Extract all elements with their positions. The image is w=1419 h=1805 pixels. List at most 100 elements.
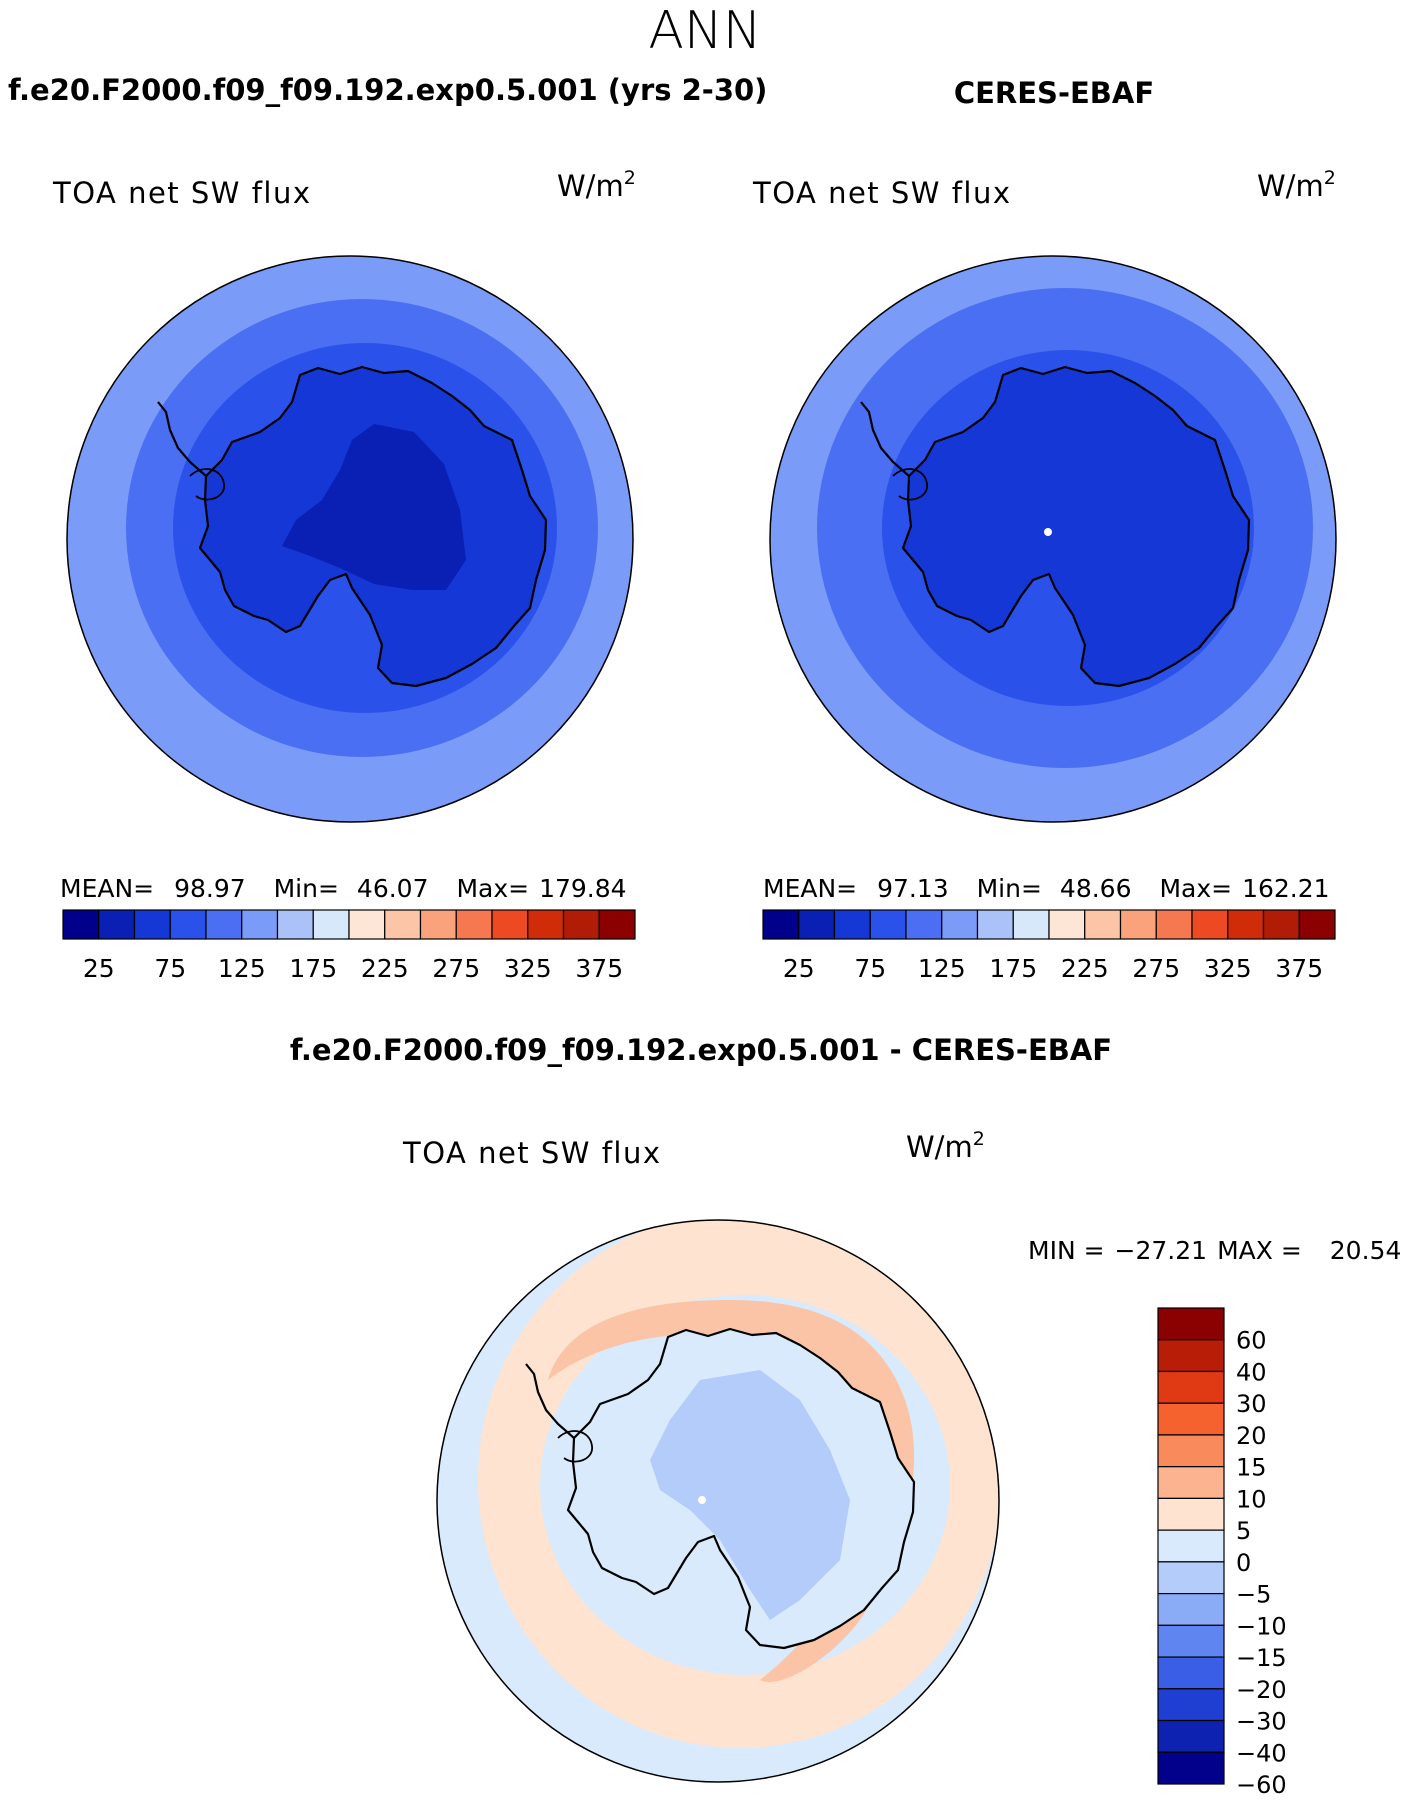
panel-c-max: 20.54 xyxy=(1330,1236,1402,1265)
panel-b-colorbar-tick-2: 125 xyxy=(918,954,966,983)
panel-b-stats: MEAN= 97.13 Min= 48.66 Max= 162.21 xyxy=(763,874,1330,903)
panel-a-colorbar: 25 75 125 175 225 275 325 375 xyxy=(62,909,636,983)
panel-b-colorbar-tick-7: 375 xyxy=(1275,954,1323,983)
panel-c-map xyxy=(437,1220,999,1782)
panel-b-units-exp: 2 xyxy=(1324,167,1336,189)
panel-c-colorbar-swatch-0 xyxy=(1157,1307,1225,1341)
panel-a-units-exp: 2 xyxy=(624,167,636,189)
panel-c-pos-ring xyxy=(548,1300,915,1682)
panel-b-colorbar-swatch-10 xyxy=(1119,909,1157,940)
panel-a-colorbar-swatch-7 xyxy=(312,909,350,940)
panel-b: TOA net SW flux W/m2 MEAN= 97.13 Min= 48.… xyxy=(752,167,1337,983)
panel-c-variable: TOA net SW flux xyxy=(402,1136,662,1170)
panel-a-ice-shelf xyxy=(189,468,225,501)
panel-c-colorbar-swatch-1 xyxy=(1157,1339,1225,1373)
panel-c-title: f.e20.F2000.f09_f09.192.exp0.5.001 - CER… xyxy=(290,1033,1112,1067)
panel-c-colorbar-tick-5: 10 xyxy=(1236,1485,1267,1513)
panel-a-max-label: Max= xyxy=(456,874,529,903)
panel-a-colorbar-swatch-9 xyxy=(384,909,422,940)
panel-b-colorbar-swatch-6 xyxy=(976,909,1014,940)
panel-c-colorbar-tick-9: −10 xyxy=(1236,1612,1287,1640)
panel-c-min: −27.21 xyxy=(1115,1236,1208,1265)
panel-c-colorbar-tick-1: 40 xyxy=(1236,1358,1267,1386)
panel-a-colorbar-tick-2: 125 xyxy=(218,954,266,983)
panel-c-colorbar-swatch-13 xyxy=(1157,1719,1225,1753)
panel-a-colorbar-tick-6: 325 xyxy=(504,954,552,983)
panel-c-interior xyxy=(650,1370,850,1620)
panel-c-colorbar-swatch-7 xyxy=(1157,1529,1225,1563)
panel-a-variable: TOA net SW flux xyxy=(52,176,312,210)
panel-b-colorbar-swatch-15 xyxy=(1298,909,1336,940)
panel-a-interior xyxy=(282,424,466,590)
panel-a-colorbar-swatch-15 xyxy=(598,909,636,940)
panel-a-map-border xyxy=(66,255,634,823)
panel-b-colorbar-swatch-8 xyxy=(1048,909,1086,940)
panel-c-colorbar-tick-3: 20 xyxy=(1236,1422,1267,1450)
panel-c-colorbar-tick-6: 5 xyxy=(1236,1517,1251,1545)
panel-b-colorbar: 25 75 125 175 225 275 325 375 xyxy=(762,909,1336,983)
panel-c-colorbar-swatch-2 xyxy=(1157,1370,1225,1404)
panel-b-colorbar-swatch-9 xyxy=(1084,909,1122,940)
panel-b-colorbar-swatch-3 xyxy=(869,909,907,940)
panel-b-units: W/m2 xyxy=(1257,167,1336,203)
panel-b-colorbar-swatch-12 xyxy=(1191,909,1229,940)
panel-a-units: W/m2 xyxy=(557,167,636,203)
panel-c-units-exp: 2 xyxy=(973,1128,985,1150)
panel-b-colorbar-tick-6: 325 xyxy=(1204,954,1252,983)
panel-b-map-border xyxy=(769,255,1337,823)
panel-a-colorbar-swatch-1 xyxy=(98,909,136,940)
panel-b-colorbar-swatch-0 xyxy=(762,909,800,940)
panel-b-map xyxy=(770,256,1336,822)
panel-a-colorbar-swatch-4 xyxy=(205,909,243,940)
panel-c-colorbar: 60 40 30 20 15 10 5 0 −5 −10 −15 −20 −30 −40 −60 xyxy=(1157,1307,1287,1799)
figure-title: ANN xyxy=(648,1,761,61)
panel-b-ice-shelf xyxy=(892,468,928,501)
panel-a-colorbar-swatch-14 xyxy=(562,909,600,940)
panel-b-peninsula xyxy=(860,401,910,477)
panel-c-colorbar-swatch-10 xyxy=(1157,1624,1225,1658)
panel-c-colorbar-tick-13: −40 xyxy=(1236,1739,1287,1767)
panel-c-max-label: MAX = xyxy=(1217,1236,1302,1265)
panel-a-colorbar-swatch-5 xyxy=(241,909,279,940)
panel-a-min: 46.07 xyxy=(357,874,429,903)
panel-c-colorbar-swatch-11 xyxy=(1157,1656,1225,1690)
panel-c-stats: MIN = −27.21 MAX = 20.54 xyxy=(1028,1236,1401,1265)
panel-b-colorbar-tick-0: 25 xyxy=(783,954,815,983)
panel-a-colorbar-swatch-3 xyxy=(169,909,207,940)
panel-c-colorbar-tick-4: 15 xyxy=(1236,1454,1267,1482)
panel-b-colorbar-tick-4: 225 xyxy=(1061,954,1109,983)
panel-c-colorbar-swatch-6 xyxy=(1157,1497,1225,1531)
panel-b-colorbar-swatch-13 xyxy=(1227,909,1265,940)
panel-a-colorbar-tick-0: 25 xyxy=(83,954,115,983)
panel-a-colorbar-tick-3: 175 xyxy=(289,954,337,983)
panel-b-variable: TOA net SW flux xyxy=(752,176,1012,210)
panel-a-min-label: Min= xyxy=(274,874,339,903)
panel-a-colorbar-tick-7: 375 xyxy=(575,954,623,983)
panel-c-pole-marker xyxy=(698,1496,706,1504)
panel-c-colorbar-tick-2: 30 xyxy=(1236,1390,1267,1418)
panel-b-colorbar-swatch-2 xyxy=(833,909,871,940)
panel-c-colorbar-swatch-14 xyxy=(1157,1751,1225,1785)
panel-a-peninsula xyxy=(157,401,207,477)
panel-b-mean-label: MEAN= xyxy=(763,874,857,903)
panel-a-units-base: W/m xyxy=(557,169,624,203)
panel-b-colorbar-swatch-1 xyxy=(798,909,836,940)
panel-b-colorbar-swatch-11 xyxy=(1155,909,1193,940)
panel-b-title: CERES-EBAF xyxy=(954,76,1154,110)
panel-b-max-label: Max= xyxy=(1159,874,1232,903)
panel-c-colorbar-tick-8: −5 xyxy=(1236,1581,1271,1609)
panel-b-min: 48.66 xyxy=(1060,874,1132,903)
panel-b-colorbar-tick-5: 275 xyxy=(1132,954,1180,983)
panel-b-colorbar-tick-3: 175 xyxy=(989,954,1037,983)
panel-c-units: W/m2 xyxy=(906,1128,985,1164)
panel-c-min-label: MIN = xyxy=(1028,1236,1105,1265)
panel-c-map-border xyxy=(436,1219,1000,1783)
panel-a-colorbar-swatch-12 xyxy=(491,909,529,940)
panel-a-map xyxy=(67,256,633,822)
panel-a-max: 179.84 xyxy=(539,874,626,903)
panel-b-units-base: W/m xyxy=(1257,169,1324,203)
panel-b-colorbar-tick-1: 75 xyxy=(854,954,886,983)
panel-a-colorbar-swatch-2 xyxy=(133,909,171,940)
panel-a-colorbar-swatch-0 xyxy=(62,909,100,940)
panel-a-colorbar-swatch-6 xyxy=(276,909,314,940)
